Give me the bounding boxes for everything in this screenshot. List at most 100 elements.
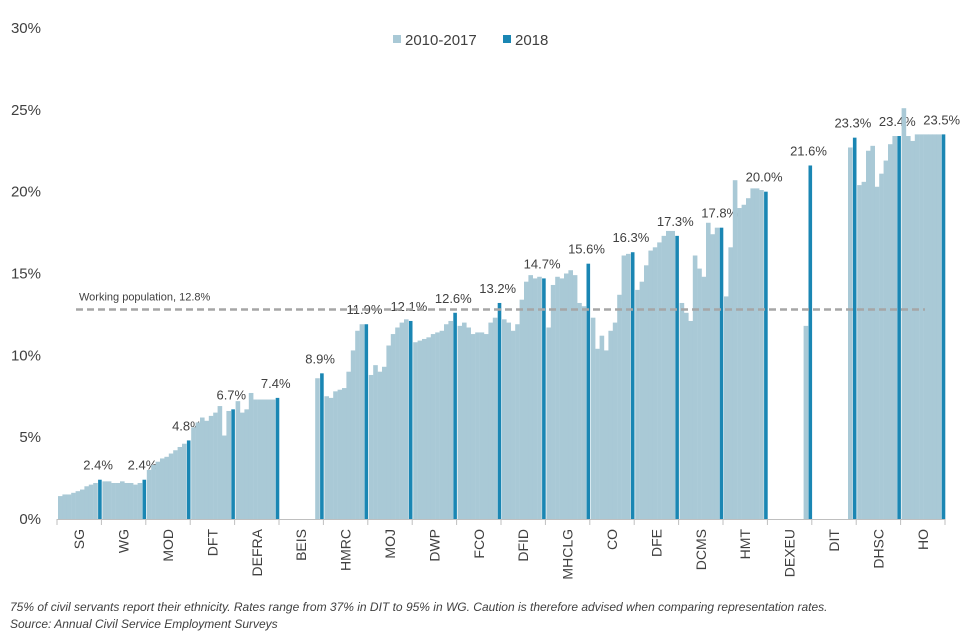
bar-history <box>337 389 343 519</box>
bar-history <box>426 337 431 519</box>
bar-history <box>746 198 751 520</box>
category-label: DWP <box>426 529 442 562</box>
bar-history <box>914 134 920 519</box>
bar-2018 <box>586 263 591 519</box>
chart: 0%5%10%15%20%25%30%2.4%SG2.4%WG4.8%MOD6.… <box>11 20 960 580</box>
bar-history <box>688 320 693 519</box>
category-label: MHCLG <box>560 529 576 580</box>
category-label: DFE <box>648 529 664 557</box>
bar-history <box>595 348 600 519</box>
bar-history <box>621 255 627 519</box>
bar-history <box>892 136 897 519</box>
bar-2018 <box>808 165 813 520</box>
bar-history <box>604 350 609 519</box>
category-label: DIT <box>826 529 842 552</box>
bar-history <box>661 235 667 519</box>
bar-history <box>484 334 489 519</box>
bar-history <box>444 324 449 519</box>
bar-2018 <box>408 320 413 519</box>
bar-history <box>714 227 720 519</box>
bar-history <box>475 332 480 519</box>
bar-history <box>399 322 405 519</box>
y-tick-label: 5% <box>19 429 41 446</box>
data-label: 13.2% <box>479 281 516 296</box>
bar-history <box>803 325 809 519</box>
bar-history <box>528 275 533 519</box>
y-tick-label: 30% <box>11 20 41 37</box>
bar-history <box>644 265 649 519</box>
bar-history <box>200 417 205 519</box>
data-label: 23.3% <box>834 116 871 131</box>
bar-history <box>874 186 880 520</box>
bar-2018 <box>142 479 147 519</box>
bar-history <box>191 427 196 519</box>
bar-history <box>88 484 94 519</box>
bar-history <box>182 443 187 519</box>
bar-history <box>240 412 245 519</box>
bar-history <box>741 204 747 519</box>
footnote-caution: 75% of civil servants report their ethni… <box>10 600 828 614</box>
bar-history <box>648 250 653 519</box>
bar-history <box>422 338 427 519</box>
bar-history <box>133 484 138 519</box>
legend-label: 2018 <box>515 32 548 49</box>
bar-2018 <box>675 235 679 519</box>
bar-history <box>928 134 933 519</box>
bar-history <box>248 392 254 519</box>
bar-history <box>413 342 418 519</box>
bar-history <box>115 482 121 519</box>
bar-history <box>861 181 867 519</box>
bar-history <box>382 366 387 519</box>
y-tick-label: 10% <box>11 347 41 364</box>
bar-history <box>217 406 223 519</box>
category-label: HMRC <box>338 529 354 571</box>
bar-history <box>124 482 129 519</box>
category-label: BEIS <box>293 529 309 561</box>
bar-history <box>657 242 662 520</box>
bar-history <box>350 350 356 519</box>
bar-2018 <box>364 324 369 519</box>
category-label: DFID <box>515 529 531 562</box>
bar-history <box>146 469 152 519</box>
bar-history <box>537 276 542 519</box>
bar-history <box>590 317 596 519</box>
bar-history <box>222 435 227 519</box>
bar-history <box>617 294 622 519</box>
bar-2018 <box>897 136 901 519</box>
legend-swatch <box>503 35 511 43</box>
bar-history <box>608 330 613 519</box>
bar-history <box>692 255 698 519</box>
bar-history <box>66 494 72 519</box>
bar-history <box>559 278 565 519</box>
bar-history <box>93 482 98 519</box>
bar-history <box>932 134 937 519</box>
bar-history <box>430 334 436 519</box>
bar-2018 <box>186 440 191 519</box>
bar-history <box>359 324 365 519</box>
category-label: WG <box>116 529 132 553</box>
data-label: 23.4% <box>879 114 916 129</box>
bar-history <box>253 399 258 519</box>
bar-history <box>439 330 445 519</box>
bar-history <box>710 234 715 519</box>
bar-history <box>510 330 516 519</box>
bar-history <box>546 327 551 519</box>
data-label: 17.3% <box>657 214 694 229</box>
bar-history <box>204 420 209 519</box>
bar-history <box>417 340 423 519</box>
bar-history <box>120 481 125 519</box>
bar-history <box>670 230 675 520</box>
bar-history <box>106 481 112 519</box>
bar-history <box>697 268 702 519</box>
data-label: 8.9% <box>305 351 335 366</box>
bar-history <box>577 302 582 519</box>
bar-history <box>168 453 174 519</box>
bar-history <box>208 415 214 519</box>
bar-history <box>599 335 605 519</box>
bar-history <box>550 284 556 519</box>
bar-history <box>564 273 569 519</box>
bar-history <box>679 302 685 519</box>
bar-history <box>346 371 351 519</box>
bar-history <box>901 108 907 520</box>
category-label: HMT <box>737 529 753 560</box>
